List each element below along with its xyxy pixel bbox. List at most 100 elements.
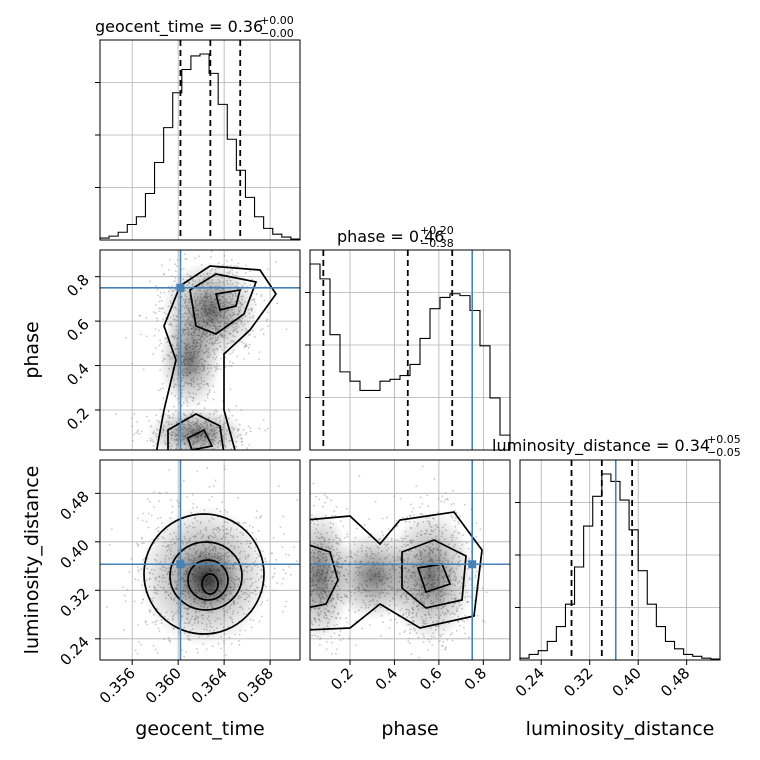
sample-point: [272, 537, 275, 539]
sample-point: [444, 648, 447, 650]
sample-point: [212, 460, 214, 462]
sample-point: [258, 358, 260, 360]
sample-point: [137, 545, 140, 547]
sample-point: [408, 642, 411, 645]
sample-point: [186, 496, 189, 498]
sample-point: [277, 536, 279, 538]
sample-point: [158, 344, 161, 347]
sample-point: [446, 639, 449, 641]
sample-point: [325, 648, 328, 651]
panel-frame: [99, 459, 301, 661]
y-tick-label-luminosity-distance: 0.40: [56, 536, 92, 572]
sample-point: [196, 454, 198, 456]
sample-point: [168, 639, 171, 642]
sample-point: [338, 634, 341, 636]
sample-point: [194, 257, 197, 260]
sample-point: [264, 247, 266, 249]
sample-point: [447, 499, 449, 501]
sample-point: [348, 637, 351, 640]
sample-point: [145, 335, 148, 338]
sample-point: [412, 507, 415, 510]
sample-point: [335, 653, 337, 655]
sample-point: [158, 389, 160, 392]
sample-point: [245, 345, 248, 348]
sample-point: [293, 546, 296, 548]
sample-point: [189, 452, 191, 454]
sample-point: [146, 415, 149, 418]
sample-point: [304, 566, 306, 568]
sample-point: [396, 621, 398, 624]
sample-point: [197, 454, 199, 456]
sample-point: [245, 344, 248, 347]
sample-point: [322, 505, 324, 508]
sample-point: [307, 551, 309, 553]
sample-point: [427, 505, 430, 508]
sample-point: [407, 662, 409, 664]
sample-point: [307, 580, 309, 582]
sample-point: [207, 454, 209, 456]
sample-point: [280, 565, 282, 567]
sample-point: [331, 653, 333, 655]
sample-point: [136, 542, 138, 545]
sample-point: [307, 544, 309, 546]
sample-point: [288, 566, 290, 568]
x-tick-label-phase: 0.4: [372, 664, 402, 694]
sample-point: [450, 503, 453, 505]
sample-point: [304, 537, 306, 539]
sample-point: [235, 457, 237, 459]
sample-point: [303, 588, 305, 590]
sample-point: [426, 494, 429, 497]
sample-point: [153, 335, 156, 337]
sample-point: [258, 427, 261, 430]
sample-point: [304, 590, 306, 592]
sample-point: [281, 583, 283, 585]
title-luminosity-distance-main: luminosity_distance = 0.34: [492, 436, 710, 456]
sample-point: [138, 432, 141, 435]
panel-frame: [99, 249, 301, 451]
sample-point: [168, 469, 171, 471]
sample-point: [158, 500, 160, 503]
sample-point: [196, 470, 199, 473]
sample-point: [262, 419, 265, 422]
panel-density: [114, 247, 288, 462]
sample-point: [140, 333, 142, 336]
title-phase: phase = 0.46 +0.20 −0.38: [337, 224, 454, 250]
sample-point: [284, 605, 287, 608]
sample-point: [301, 569, 303, 571]
sample-point: [137, 624, 140, 626]
sample-point: [301, 554, 303, 556]
sample-point: [266, 318, 269, 321]
sample-point: [307, 611, 309, 613]
sample-point: [123, 629, 125, 632]
sample-point: [410, 653, 413, 655]
sample-point: [156, 294, 159, 297]
y-tick-label-luminosity-distance: 0.24: [56, 633, 92, 669]
contour-line: [187, 559, 229, 601]
sample-point: [281, 546, 284, 549]
title-phase-plus: +0.20: [420, 224, 454, 237]
sample-point: [154, 347, 157, 349]
sample-point: [167, 409, 170, 412]
sample-point: [457, 522, 460, 525]
sample-point: [293, 571, 295, 573]
sample-point: [185, 258, 188, 260]
panel-luminosity-distance-vs-geocent-time: [99, 459, 301, 661]
sample-point: [212, 398, 215, 401]
sample-point: [410, 503, 412, 506]
sample-point: [442, 640, 445, 643]
y-tick-label-luminosity-distance: 0.32: [56, 584, 92, 620]
ylabel-luminosity-distance: luminosity_distance: [21, 466, 43, 655]
sample-point: [297, 614, 299, 616]
sample-point: [146, 440, 149, 442]
sample-point: [176, 259, 179, 262]
sample-point: [154, 328, 157, 330]
sample-point: [417, 667, 419, 669]
sample-point: [272, 589, 275, 592]
sample-point: [223, 455, 225, 457]
sample-point: [295, 560, 298, 562]
sample-point: [446, 497, 449, 500]
sample-point: [395, 525, 398, 528]
sample-point: [159, 408, 162, 411]
contour-line: [143, 513, 265, 635]
